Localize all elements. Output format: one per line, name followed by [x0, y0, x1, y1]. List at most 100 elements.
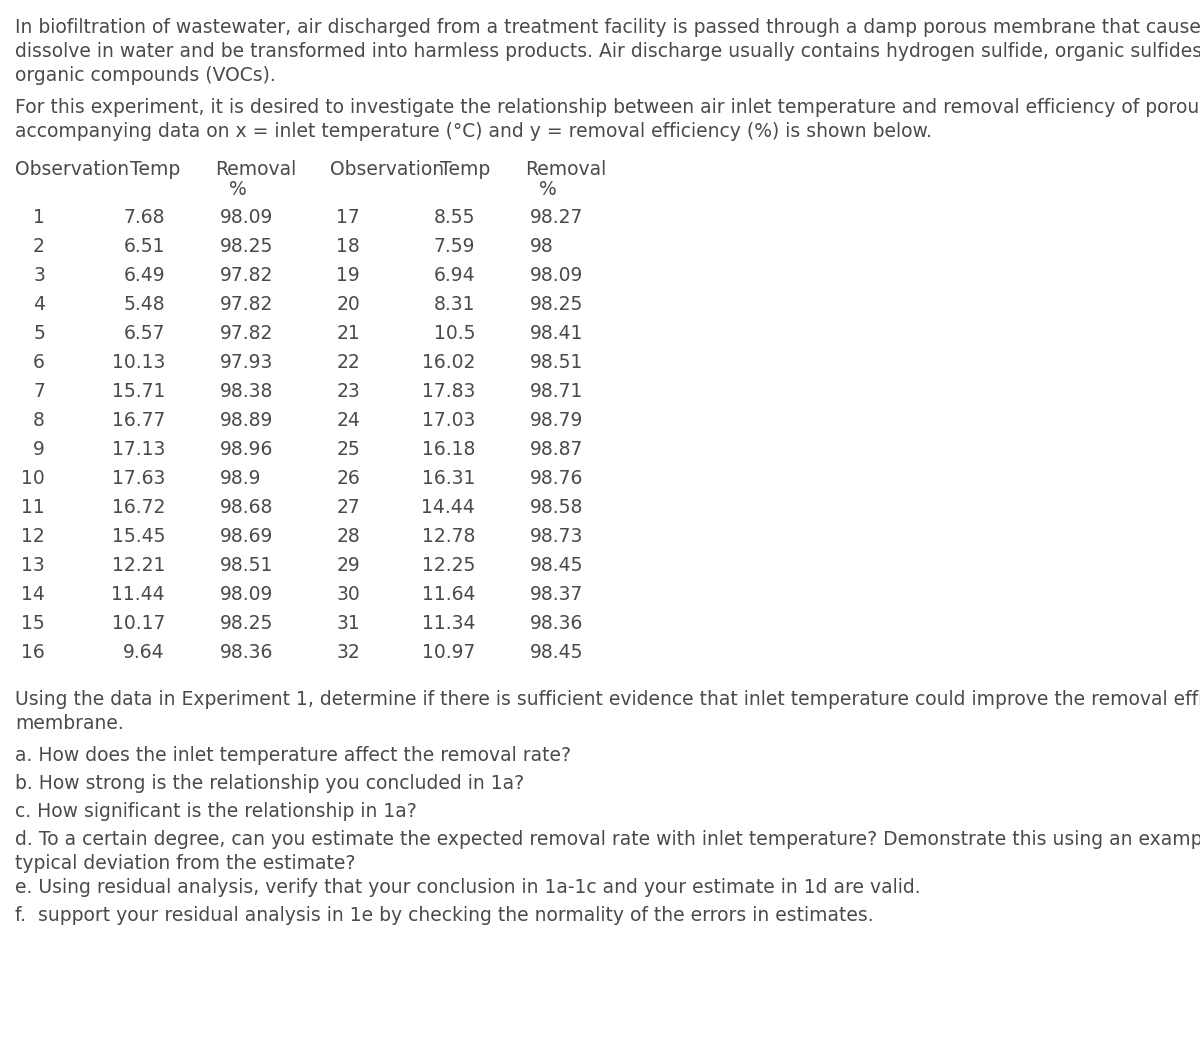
Text: 98.25: 98.25 — [530, 295, 583, 314]
Text: 23: 23 — [336, 382, 360, 401]
Text: membrane.: membrane. — [14, 714, 124, 733]
Text: c. How significant is the relationship in 1a?: c. How significant is the relationship i… — [14, 802, 416, 821]
Text: accompanying data on x = inlet temperature (°C) and y = removal efficiency (%) i: accompanying data on x = inlet temperatu… — [14, 122, 932, 141]
Text: 11.64: 11.64 — [421, 584, 475, 604]
Text: dissolve in water and be transformed into harmless products. Air discharge usual: dissolve in water and be transformed int… — [14, 42, 1200, 61]
Text: 6.49: 6.49 — [124, 266, 166, 285]
Text: 9: 9 — [34, 440, 46, 459]
Text: 28: 28 — [336, 527, 360, 546]
Text: 17.83: 17.83 — [421, 382, 475, 401]
Text: 11: 11 — [22, 498, 46, 517]
Text: 98.09: 98.09 — [220, 208, 274, 227]
Text: 25: 25 — [336, 440, 360, 459]
Text: 98.27: 98.27 — [530, 208, 583, 227]
Text: d. To a certain degree, can you estimate the expected removal rate with inlet te: d. To a certain degree, can you estimate… — [14, 830, 1200, 849]
Text: organic compounds (VOCs).: organic compounds (VOCs). — [14, 66, 276, 85]
Text: 16.31: 16.31 — [421, 469, 475, 488]
Text: 98.79: 98.79 — [530, 411, 583, 430]
Text: 32: 32 — [336, 643, 360, 662]
Text: Using the data in Experiment 1, determine if there is sufficient evidence that i: Using the data in Experiment 1, determin… — [14, 690, 1200, 709]
Text: %: % — [229, 180, 247, 199]
Text: 15: 15 — [22, 614, 46, 633]
Text: 98.36: 98.36 — [530, 614, 583, 633]
Text: typical deviation from the estimate?: typical deviation from the estimate? — [14, 854, 355, 873]
Text: 29: 29 — [336, 556, 360, 575]
Text: 7.68: 7.68 — [124, 208, 166, 227]
Text: 97.82: 97.82 — [220, 295, 274, 314]
Text: 11.44: 11.44 — [112, 584, 166, 604]
Text: 98.45: 98.45 — [530, 556, 583, 575]
Text: 3: 3 — [34, 266, 46, 285]
Text: 12.78: 12.78 — [421, 527, 475, 546]
Text: 10.97: 10.97 — [421, 643, 475, 662]
Text: 98.9: 98.9 — [220, 469, 262, 488]
Text: 98.58: 98.58 — [530, 498, 583, 517]
Text: 16.18: 16.18 — [421, 440, 475, 459]
Text: 18: 18 — [336, 237, 360, 256]
Text: 12: 12 — [22, 527, 46, 546]
Text: 5.48: 5.48 — [124, 295, 166, 314]
Text: 22: 22 — [336, 353, 360, 372]
Text: 10.13: 10.13 — [112, 353, 166, 372]
Text: 10.17: 10.17 — [112, 614, 166, 633]
Text: 98.45: 98.45 — [530, 643, 583, 662]
Text: 10: 10 — [22, 469, 46, 488]
Text: 11.34: 11.34 — [421, 614, 475, 633]
Text: 10.5: 10.5 — [433, 324, 475, 343]
Text: 17.13: 17.13 — [112, 440, 166, 459]
Text: 27: 27 — [336, 498, 360, 517]
Text: Observation: Observation — [14, 160, 130, 179]
Text: Removal: Removal — [215, 160, 296, 179]
Text: 5: 5 — [34, 324, 46, 343]
Text: 19: 19 — [336, 266, 360, 285]
Text: e. Using residual analysis, verify that your conclusion in 1a-1c and your estima: e. Using residual analysis, verify that … — [14, 878, 920, 896]
Text: 12.25: 12.25 — [421, 556, 475, 575]
Text: 98.36: 98.36 — [220, 643, 274, 662]
Text: 98.25: 98.25 — [220, 237, 274, 256]
Text: 98.71: 98.71 — [530, 382, 583, 401]
Text: 6.57: 6.57 — [124, 324, 166, 343]
Text: 98.37: 98.37 — [530, 584, 583, 604]
Text: 6: 6 — [34, 353, 46, 372]
Text: 98.41: 98.41 — [530, 324, 583, 343]
Text: Temp: Temp — [440, 160, 491, 179]
Text: 98.68: 98.68 — [220, 498, 274, 517]
Text: b. How strong is the relationship you concluded in 1a?: b. How strong is the relationship you co… — [14, 774, 524, 792]
Text: In biofiltration of wastewater, air discharged from a treatment facility is pass: In biofiltration of wastewater, air disc… — [14, 18, 1200, 37]
Text: 31: 31 — [336, 614, 360, 633]
Text: 14: 14 — [22, 584, 46, 604]
Text: 98.25: 98.25 — [220, 614, 274, 633]
Text: 7.59: 7.59 — [433, 237, 475, 256]
Text: 16.02: 16.02 — [421, 353, 475, 372]
Text: 16: 16 — [22, 643, 46, 662]
Text: 6.94: 6.94 — [433, 266, 475, 285]
Text: 98.38: 98.38 — [220, 382, 274, 401]
Text: 98.69: 98.69 — [220, 527, 274, 546]
Text: 98.73: 98.73 — [530, 527, 583, 546]
Text: 98.96: 98.96 — [220, 440, 274, 459]
Text: 1: 1 — [34, 208, 46, 227]
Text: 98: 98 — [530, 237, 553, 256]
Text: 17.03: 17.03 — [421, 411, 475, 430]
Text: 98.09: 98.09 — [220, 584, 274, 604]
Text: %: % — [539, 180, 557, 199]
Text: 98.51: 98.51 — [530, 353, 583, 372]
Text: 26: 26 — [336, 469, 360, 488]
Text: 16.77: 16.77 — [112, 411, 166, 430]
Text: 8.31: 8.31 — [433, 295, 475, 314]
Text: 97.82: 97.82 — [220, 266, 274, 285]
Text: 14.44: 14.44 — [421, 498, 475, 517]
Text: 9.64: 9.64 — [124, 643, 166, 662]
Text: 4: 4 — [34, 295, 46, 314]
Text: 17.63: 17.63 — [112, 469, 166, 488]
Text: a. How does the inlet temperature affect the removal rate?: a. How does the inlet temperature affect… — [14, 746, 571, 765]
Text: 98.87: 98.87 — [530, 440, 583, 459]
Text: 21: 21 — [336, 324, 360, 343]
Text: 6.51: 6.51 — [124, 237, 166, 256]
Text: Removal: Removal — [526, 160, 606, 179]
Text: 97.82: 97.82 — [220, 324, 274, 343]
Text: 17: 17 — [336, 208, 360, 227]
Text: 16.72: 16.72 — [112, 498, 166, 517]
Text: 98.89: 98.89 — [220, 411, 274, 430]
Text: Temp: Temp — [130, 160, 180, 179]
